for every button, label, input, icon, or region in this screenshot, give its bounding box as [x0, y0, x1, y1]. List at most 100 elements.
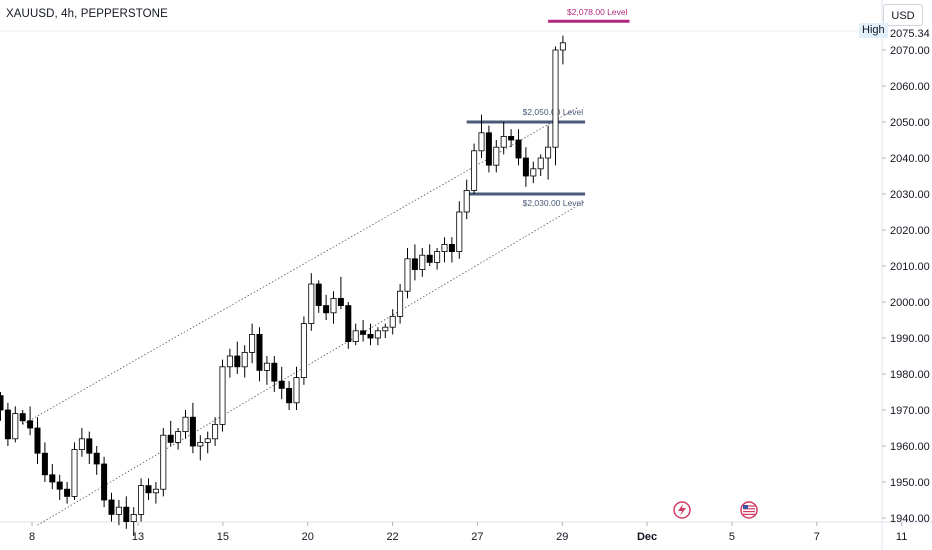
candle[interactable] — [508, 129, 515, 148]
candle[interactable] — [249, 323, 256, 364]
candle[interactable] — [175, 428, 182, 450]
candle[interactable] — [219, 359, 226, 432]
candle[interactable] — [12, 406, 19, 443]
candle[interactable] — [123, 496, 130, 529]
candle[interactable] — [19, 410, 26, 425]
candle-body — [152, 488, 159, 494]
candle[interactable] — [552, 46, 559, 166]
x-tick-label: 22 — [386, 531, 398, 543]
candle[interactable] — [0, 392, 4, 421]
candle[interactable] — [397, 284, 404, 324]
candle[interactable] — [345, 302, 352, 349]
candle[interactable] — [426, 244, 433, 266]
candle[interactable] — [315, 280, 322, 313]
candle-body — [367, 333, 374, 339]
candle[interactable] — [204, 431, 211, 454]
candle[interactable] — [86, 431, 93, 464]
candle[interactable] — [559, 35, 566, 65]
candle[interactable] — [352, 323, 359, 346]
candle[interactable] — [93, 446, 100, 475]
lightning-icon[interactable] — [673, 501, 691, 519]
candle[interactable] — [145, 478, 152, 500]
candle[interactable] — [115, 500, 122, 526]
candle-body — [352, 330, 359, 342]
candle[interactable] — [293, 366, 300, 410]
candle[interactable] — [471, 143, 478, 194]
candle[interactable] — [308, 273, 315, 331]
candle[interactable] — [138, 478, 145, 522]
candle-body — [86, 438, 93, 454]
y-tick-label: 1950.00 — [890, 477, 930, 489]
candle[interactable] — [27, 406, 34, 436]
candle[interactable] — [226, 348, 233, 378]
candle[interactable] — [360, 320, 367, 342]
candle[interactable] — [530, 161, 537, 184]
candle[interactable] — [167, 420, 174, 446]
candle[interactable] — [367, 323, 374, 346]
candle[interactable] — [197, 435, 204, 461]
candle[interactable] — [286, 381, 293, 410]
candle-body — [234, 355, 241, 368]
candle-body — [374, 330, 381, 339]
us-flag-icon[interactable] — [740, 501, 758, 519]
candle[interactable] — [152, 482, 159, 504]
candle[interactable] — [537, 154, 544, 176]
currency-button[interactable]: USD — [883, 4, 923, 26]
candle[interactable] — [64, 482, 71, 504]
candle[interactable] — [441, 237, 448, 263]
candle-body — [101, 463, 108, 501]
candle[interactable] — [374, 327, 381, 346]
candle[interactable] — [323, 294, 330, 320]
candle[interactable] — [337, 276, 344, 310]
candle[interactable] — [4, 402, 11, 446]
candle[interactable] — [234, 341, 241, 374]
candle[interactable] — [101, 456, 108, 508]
candle[interactable] — [522, 147, 529, 187]
candle[interactable] — [271, 356, 278, 392]
candle[interactable] — [500, 122, 507, 155]
candle[interactable] — [108, 492, 115, 522]
candle-body — [508, 135, 515, 141]
x-tick-label: 20 — [302, 531, 314, 543]
candle[interactable] — [278, 366, 285, 400]
candle[interactable] — [411, 244, 418, 281]
candle[interactable] — [160, 428, 167, 497]
candle[interactable] — [485, 125, 492, 173]
candle[interactable] — [212, 417, 219, 446]
candle[interactable] — [330, 291, 337, 324]
candle[interactable] — [263, 356, 270, 385]
candle[interactable] — [78, 428, 85, 457]
candle[interactable] — [515, 129, 522, 166]
candle[interactable] — [463, 179, 470, 220]
candle[interactable] — [56, 474, 63, 500]
candle[interactable] — [49, 464, 56, 490]
candle[interactable] — [241, 345, 248, 378]
candle-body — [315, 283, 322, 307]
candle[interactable] — [189, 402, 196, 454]
symbol-title: XAUUSD, 4h, PEPPERSTONE — [6, 8, 168, 20]
candle-body — [56, 481, 63, 490]
candle[interactable] — [389, 309, 396, 335]
candle[interactable] — [419, 248, 426, 277]
candle[interactable] — [41, 442, 48, 482]
candle[interactable] — [71, 442, 78, 500]
candle[interactable] — [448, 237, 455, 263]
candle-body — [360, 330, 367, 335]
candle[interactable] — [130, 507, 137, 536]
level-label-2: $2,030.00 Level — [523, 198, 584, 208]
candle-body — [182, 416, 189, 433]
candle[interactable] — [34, 417, 41, 464]
candle-body — [271, 362, 278, 382]
candle[interactable] — [456, 201, 463, 259]
candle[interactable] — [478, 114, 485, 158]
x-tick-label: 11 — [896, 531, 907, 543]
candle[interactable] — [182, 410, 189, 439]
candle[interactable] — [404, 248, 411, 299]
candle[interactable] — [256, 327, 263, 382]
candle[interactable] — [545, 125, 552, 180]
candle[interactable] — [300, 316, 307, 385]
candle[interactable] — [493, 140, 500, 173]
candle[interactable] — [434, 248, 441, 270]
candle[interactable] — [382, 323, 389, 338]
